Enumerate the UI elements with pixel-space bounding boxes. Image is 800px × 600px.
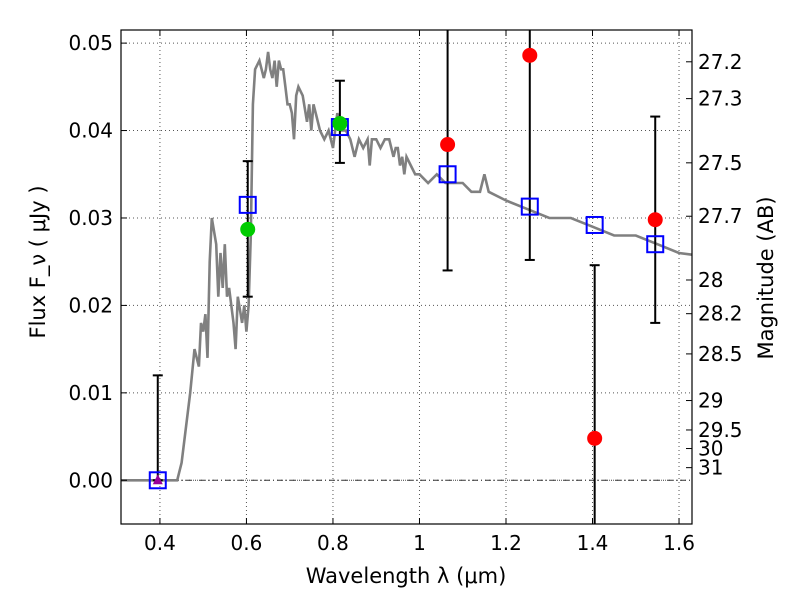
y-tick-label: 0.05 — [68, 31, 113, 55]
marker-layer — [148, 47, 665, 490]
magnitude-axis-title: Magnitude (AB) — [754, 196, 778, 359]
magnitude-tick-label: 29.5 — [698, 418, 743, 442]
model-photometry-square — [438, 165, 457, 184]
magnitude-tick-label: 28.2 — [698, 302, 743, 326]
y-tick-label: 0.03 — [68, 206, 113, 230]
x-tick-label: 1.2 — [490, 531, 522, 555]
grid-layer — [121, 30, 692, 524]
x-tick-label: 0.6 — [231, 531, 263, 555]
y-tick-label: 0.02 — [68, 293, 113, 317]
magnitude-tick-label: 28 — [698, 268, 723, 292]
x-tick-label: 1.6 — [663, 531, 695, 555]
y-axis-title: Flux F_ν ( μJy ) — [26, 185, 51, 338]
x-axis-title: Wavelength λ (μm) — [306, 564, 507, 588]
observed-flux-point — [440, 137, 456, 153]
magnitude-tick-label: 30 — [698, 437, 723, 461]
magnitude-tick-label: 29 — [698, 389, 723, 413]
observed-flux-point — [647, 212, 663, 228]
y-tick-label: 0.04 — [68, 119, 113, 143]
observed-flux-point — [587, 430, 603, 446]
model-photometry-square — [148, 471, 167, 490]
magnitude-tick-label: 27.7 — [698, 204, 743, 228]
model-photometry-square — [646, 235, 665, 254]
optical-flux-point — [240, 221, 256, 237]
optical-flux-point — [332, 116, 348, 132]
x-tick-label: 0.4 — [144, 531, 176, 555]
plot-frame — [120, 29, 693, 525]
observed-flux-point — [522, 47, 538, 63]
x-tick-label: 1.4 — [577, 531, 609, 555]
model-layer — [121, 51, 693, 482]
model-photometry-square — [520, 197, 539, 216]
x-axis-ticks: 0.4 0.6 0.8 1 1.2 1.4 1.6 — [144, 30, 695, 555]
sed-model-line — [121, 51, 693, 482]
y-axis-ticks: 0.00 0.01 0.02 0.03 0.04 0.05 — [68, 31, 127, 492]
upper-limit-marker — [152, 474, 163, 485]
magnitude-tick-label: 27.5 — [698, 151, 743, 175]
magnitude-tick-label: 31 — [698, 456, 723, 480]
magnitude-tick-label: 27.3 — [698, 87, 743, 111]
errorbar-layer — [152, 30, 661, 524]
y-tick-label: 0.01 — [68, 381, 113, 405]
model-photometry-square — [238, 195, 257, 214]
magnitude-tick-label: 28.5 — [698, 342, 743, 366]
magnitude-tick-label: 27.2 — [698, 50, 743, 74]
x-tick-label: 0.8 — [317, 531, 349, 555]
model-photometry-square — [585, 215, 604, 234]
y-tick-label: 0.00 — [68, 468, 113, 492]
x-tick-label: 1 — [413, 531, 426, 555]
